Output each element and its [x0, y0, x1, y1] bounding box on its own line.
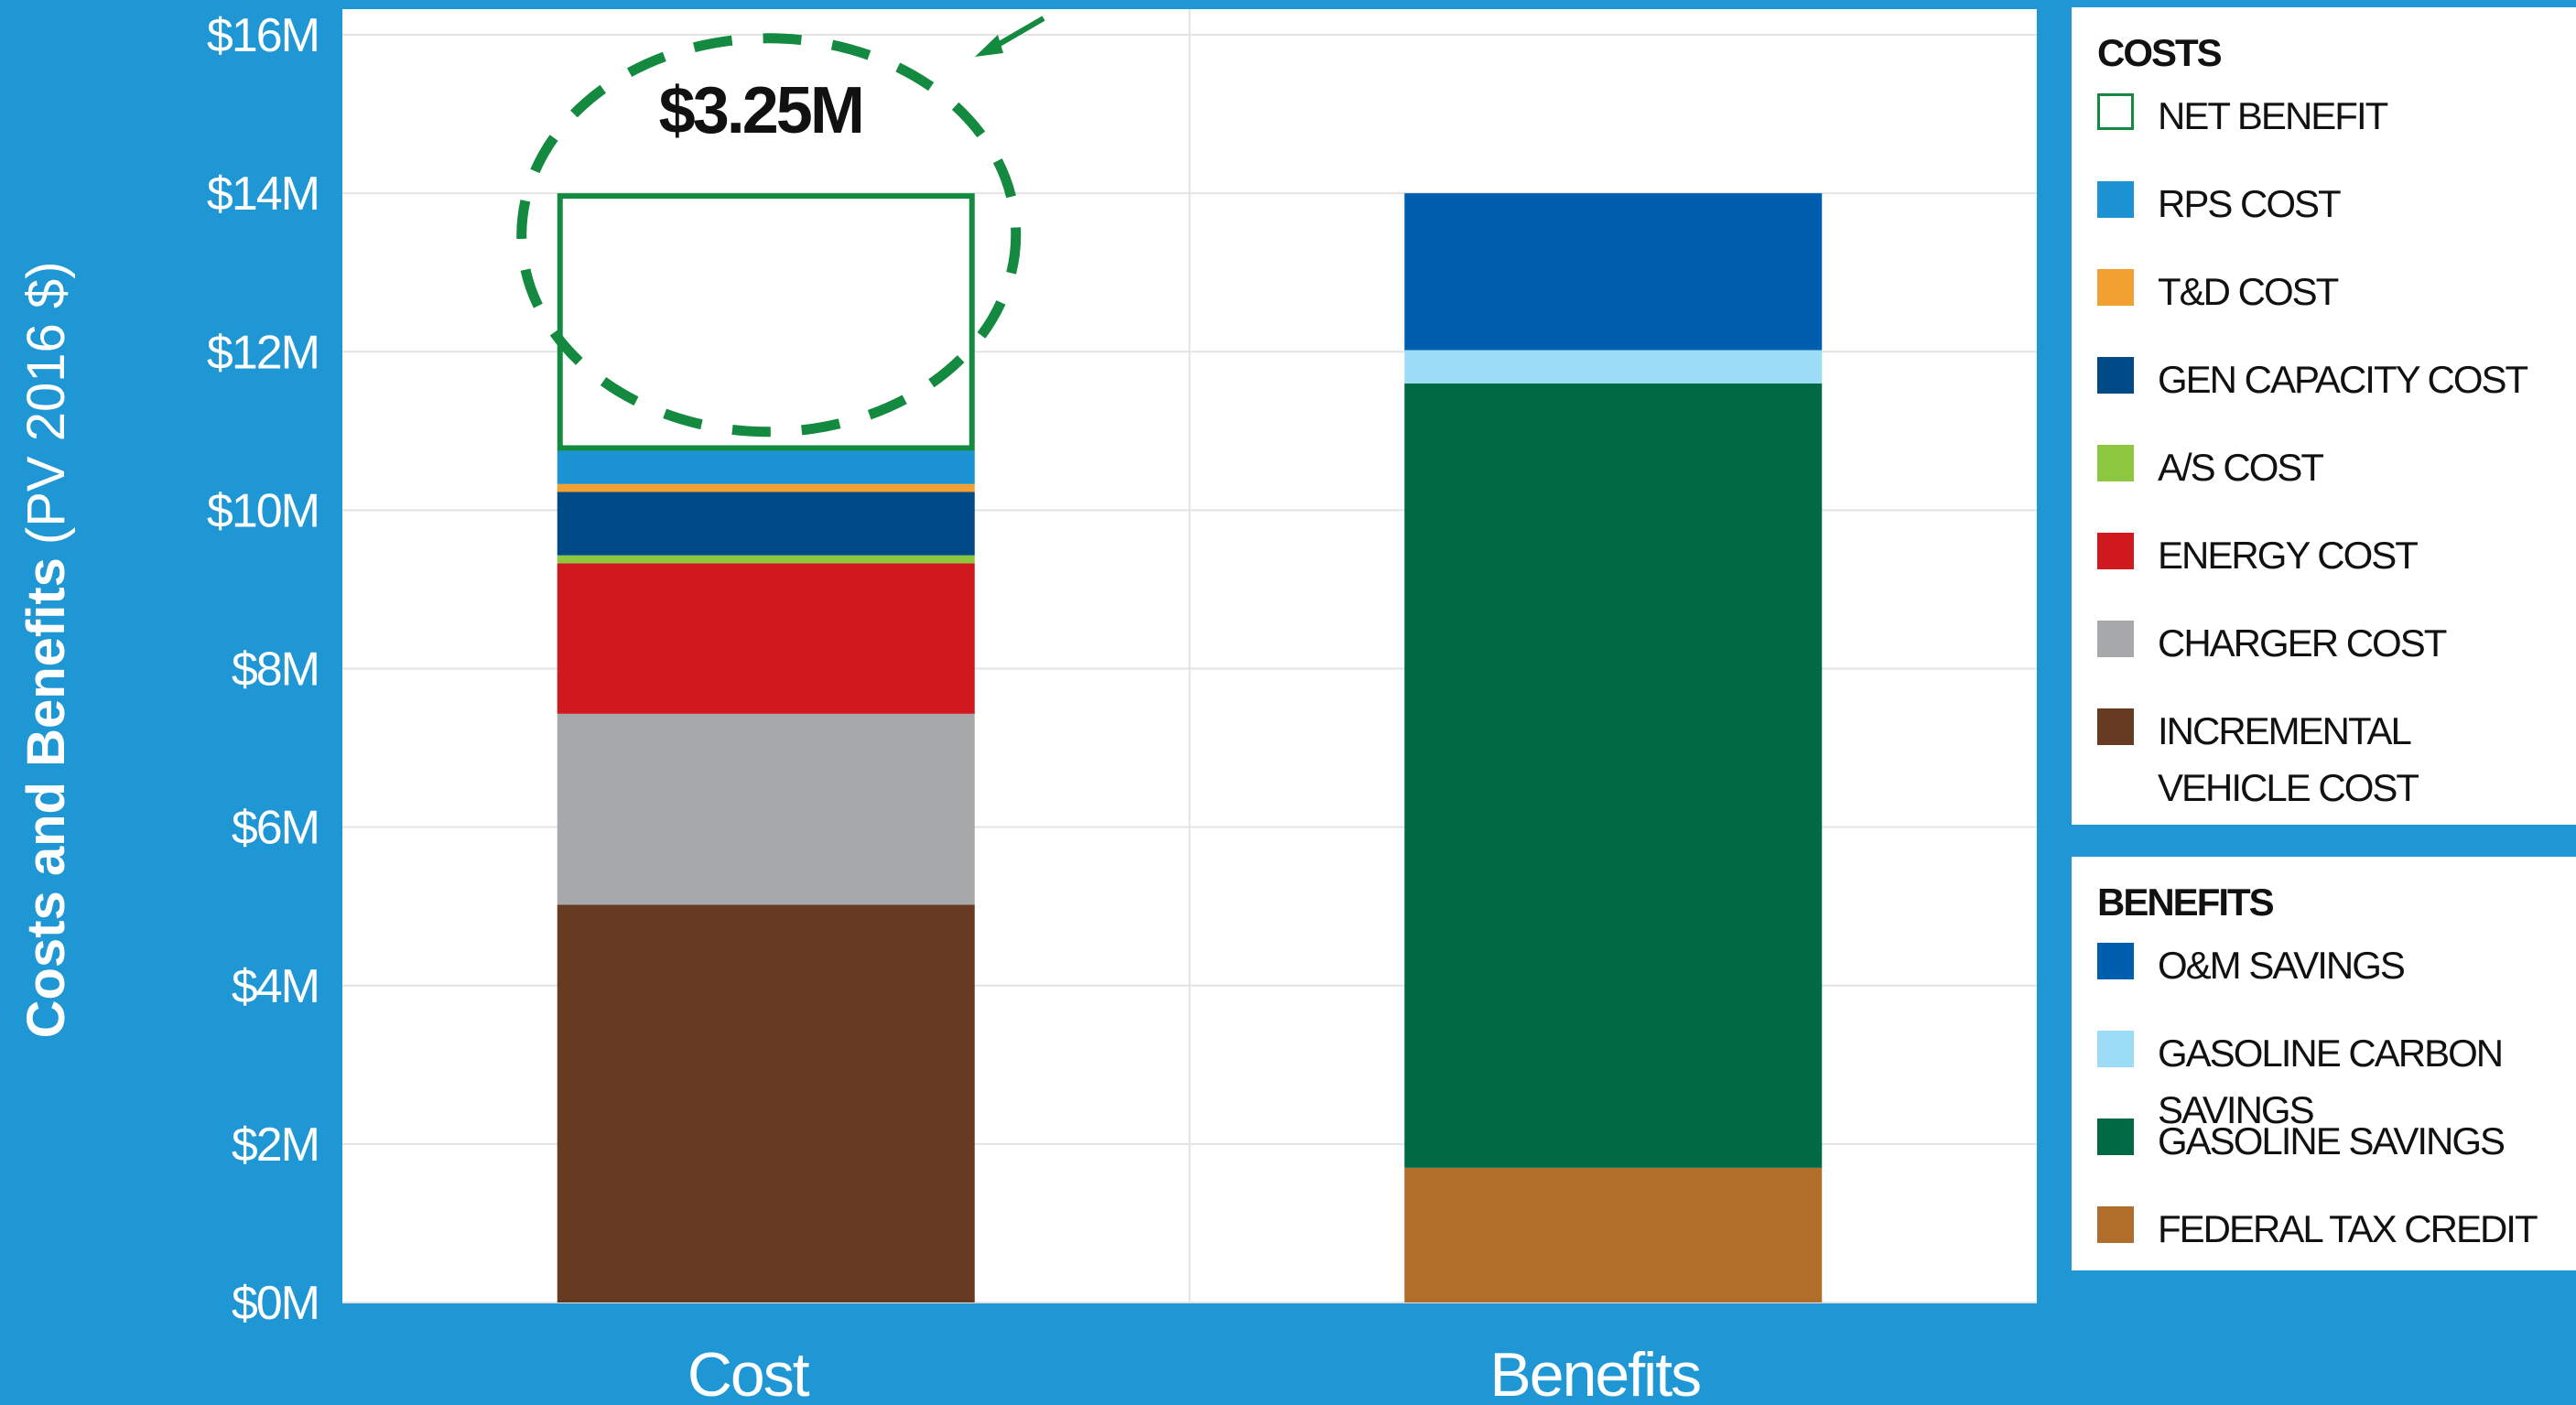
- y-tick-label: $6M: [232, 802, 319, 855]
- legend-label: RPS COST: [2158, 176, 2551, 232]
- y-tick-label: $14M: [207, 168, 319, 221]
- legend-swatch: [2097, 1119, 2134, 1155]
- legend-item: T&D COST: [2097, 264, 2576, 351]
- legend-benefits: BENEFITS O&M SAVINGS GASOLINE CARBON SAVI…: [2072, 857, 2576, 1270]
- bar-incremental-vehicle-cost: [557, 904, 975, 1302]
- bar-t-d-cost: [557, 484, 975, 492]
- legend-label: T&D COST: [2158, 264, 2551, 320]
- y-tick-label: $8M: [232, 643, 319, 697]
- bar-gen-capacity-cost: [557, 492, 975, 555]
- legend-benefits-title: BENEFITS: [2097, 881, 2576, 924]
- legend-item: A/S COST: [2097, 439, 2576, 527]
- legend-item: NET BENEFIT: [2097, 88, 2576, 176]
- bar-gasoline-savings: [1404, 384, 1822, 1168]
- legend-swatch: [2097, 1031, 2134, 1067]
- legend-item: GASOLINE SAVINGS: [2097, 1113, 2576, 1201]
- legend-costs-title: COSTS: [2097, 31, 2576, 75]
- legend-costs: COSTS NET BENEFIT RPS COST T&D COST GEN CAP…: [2072, 7, 2576, 825]
- legend-label: INCREMENTAL VEHICLE COST: [2158, 703, 2551, 816]
- legend-swatch: [2097, 943, 2134, 979]
- x-category-label: Cost: [687, 1340, 810, 1405]
- legend-item: CHARGER COST: [2097, 615, 2576, 703]
- bar-charger-cost: [557, 714, 975, 905]
- y-axis-label-unit: (PV 2016 $): [16, 262, 76, 546]
- legend-swatch: [2097, 445, 2134, 481]
- x-category-label: Benefits: [1489, 1340, 1700, 1405]
- legend-label: GASOLINE SAVINGS: [2158, 1113, 2551, 1170]
- legend-item: INCREMENTAL VEHICLE COST: [2097, 703, 2576, 822]
- legend-label: A/S COST: [2158, 439, 2551, 496]
- y-tick-label: $4M: [232, 960, 319, 1013]
- legend-label: NET BENEFIT: [2158, 88, 2551, 145]
- bar-gasoline-carbon-savings: [1404, 351, 1822, 384]
- legend-item: RPS COST: [2097, 176, 2576, 264]
- y-tick-label: $0M: [232, 1277, 319, 1330]
- legend-swatch: [2097, 1206, 2134, 1243]
- y-tick-label: $16M: [207, 9, 319, 62]
- legend-item: GASOLINE CARBON SAVINGS: [2097, 1025, 2576, 1113]
- legend-item: GEN CAPACITY COST: [2097, 351, 2576, 439]
- legend-item: O&M SAVINGS: [2097, 937, 2576, 1025]
- legend-item: ENERGY COST: [2097, 527, 2576, 615]
- y-tick-label: $12M: [207, 326, 319, 379]
- legend-swatch: [2097, 181, 2134, 218]
- bar-o-m-savings: [1404, 193, 1822, 350]
- legend-label: O&M SAVINGS: [2158, 937, 2551, 994]
- legend-swatch: [2097, 357, 2134, 394]
- x-axis-categories: Cost Benefits: [687, 1340, 1700, 1405]
- bar-a-s-cost: [557, 556, 975, 564]
- legend-label: FEDERAL TAX CREDIT: [2158, 1201, 2551, 1258]
- bar-rps-cost: [557, 450, 975, 483]
- annotation-label: $3.25M: [659, 74, 862, 147]
- legend-swatch: [2097, 621, 2134, 657]
- legend-item: FEDERAL TAX CREDIT: [2097, 1201, 2576, 1289]
- legend-swatch: [2097, 269, 2134, 306]
- legend-label: CHARGER COST: [2158, 615, 2551, 672]
- bar-net-benefit: [560, 196, 972, 448]
- bar-energy-cost: [557, 563, 975, 713]
- y-axis-label-main: Costs and Benefits: [16, 557, 76, 1038]
- y-tick-label: $10M: [207, 484, 319, 537]
- legend-label: GEN CAPACITY COST: [2158, 351, 2551, 408]
- legend-swatch: [2097, 93, 2134, 130]
- y-tick-label: $2M: [232, 1119, 319, 1172]
- legend-swatch: [2097, 533, 2134, 569]
- bar-federal-tax-credit: [1404, 1168, 1822, 1302]
- legend-swatch: [2097, 708, 2134, 745]
- y-axis-label: Costs and Benefits (PV 2016 $): [16, 262, 76, 1039]
- legend-label: ENERGY COST: [2158, 527, 2551, 584]
- y-axis-ticks: $0M $2M $4M $6M $8M $10M $12M $14M $16M: [207, 9, 319, 1330]
